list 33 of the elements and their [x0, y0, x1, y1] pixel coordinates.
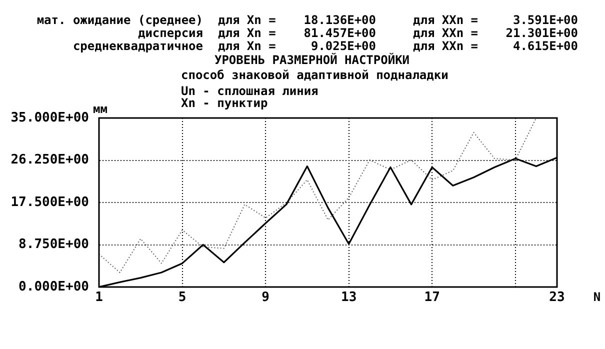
x-tick-label: 5 — [178, 290, 186, 306]
text: 3.591E+00 — [512, 13, 578, 28]
y-axis-title: мм — [93, 102, 108, 116]
y-tick-label: 0.000E+00 — [18, 279, 90, 294]
chart-subtitle: способ знаковой адаптивной подналадки — [181, 68, 448, 82]
text: для XXn = — [413, 26, 478, 40]
text: 21.301E+00 — [506, 26, 578, 40]
y-tick-label: 8.750E+00 — [18, 237, 90, 252]
x-tick-label: 9 — [262, 290, 270, 306]
text: для Xn = — [218, 39, 276, 54]
text: 9.025E+00 — [310, 39, 376, 54]
y-tick-label: 26.250E+00 — [10, 152, 90, 168]
x-tick-label: 17 — [424, 290, 440, 306]
text: 4.615E+00 — [512, 39, 578, 54]
y-tick-label: 35.000E+00 — [10, 110, 90, 126]
text: для Xn = — [218, 13, 276, 28]
chart-title: УРОВЕНЬ РАЗМЕРНОЙ НАСТРОЙКИ — [214, 52, 410, 68]
text: для Xn = — [218, 26, 276, 40]
y-tick-label: 17.500E+00 — [10, 194, 90, 210]
text: мат. ожидание (среднее) — [36, 13, 203, 28]
line-series — [99, 118, 537, 274]
text: среднеквадратичное — [72, 39, 203, 54]
text: для XXn = — [413, 13, 478, 28]
text: для XXn = — [413, 39, 478, 54]
text: 18.136E+00 — [304, 13, 376, 28]
text: дисперсия — [138, 26, 203, 40]
text: Un - сплошная линия — [181, 84, 318, 98]
text: Xn - пунктир — [181, 96, 268, 110]
x-tick-label: 13 — [340, 290, 357, 306]
x-tick-label: 1 — [95, 290, 104, 306]
x-axis-title: N — [593, 290, 601, 304]
x-tick-label: 23 — [549, 290, 565, 306]
text: 81.457E+00 — [304, 26, 376, 40]
